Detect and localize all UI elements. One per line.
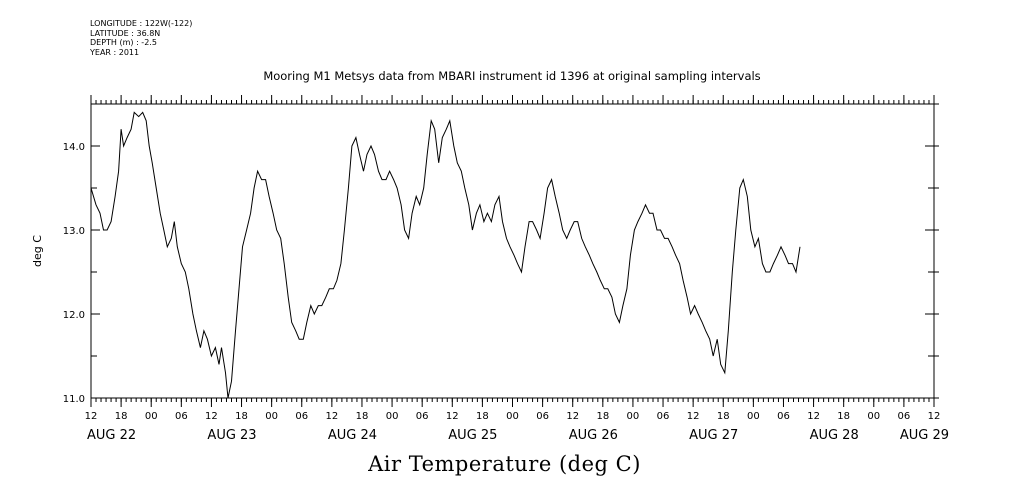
x-tick-label: 06 (898, 411, 911, 422)
y-axis: 11.0 12.0 13.0 14.0 (63, 103, 939, 405)
metadata-block: LONGITUDE : 122W(-122) LATITUDE : 36.8N … (90, 19, 192, 57)
depth-text: DEPTH (m) : -2.5 (90, 38, 157, 47)
latitude-text: LATITUDE : 36.8N (90, 28, 161, 38)
x-tick-label: 12 (687, 411, 700, 422)
date-labels: AUG 22 AUG 23 AUG 24 AUG 25 AUG 26 AUG 27 AUG … (87, 428, 949, 443)
y-tick-label: 13.0 (63, 226, 85, 237)
x-tick-label: 00 (386, 411, 399, 422)
y-tick-label: 11.0 (63, 394, 85, 405)
x-tick-label: 12 (928, 411, 941, 422)
x-tick-label: 18 (717, 411, 730, 422)
y-tick-label: 12.0 (63, 310, 85, 321)
date-label: AUG 26 (569, 428, 618, 443)
x-tick-label: 00 (627, 411, 640, 422)
date-label: AUG 27 (689, 428, 738, 443)
y-tick-label: 14.0 (63, 142, 85, 153)
x-tick-label: 12 (566, 411, 579, 422)
x-tick-label: 12 (85, 411, 98, 422)
x-tick-label: 06 (295, 411, 308, 422)
x-tick-label: 12 (205, 411, 218, 422)
date-label: AUG 22 (87, 428, 136, 443)
date-label: AUG 29 (900, 428, 949, 443)
x-axis: 12 18 00 06 12 18 00 06 12 18 00 06 12 18 00 06 12 18 00 06… (85, 95, 941, 422)
temperature-series-line (90, 111, 801, 399)
y-axis-label: deg C (31, 235, 44, 267)
x-tick-label: 18 (476, 411, 489, 422)
x-tick-label: 18 (356, 411, 369, 422)
x-tick-label: 06 (536, 411, 549, 422)
x-tick-label: 06 (175, 411, 188, 422)
x-tick-label: 06 (416, 411, 429, 422)
x-tick-label: 00 (747, 411, 760, 422)
x-tick-label: 12 (446, 411, 459, 422)
date-label: AUG 25 (448, 428, 497, 443)
date-label: AUG 23 (207, 428, 256, 443)
x-tick-label: 06 (657, 411, 670, 422)
longitude-text: LONGITUDE : 122W(-122) (90, 19, 193, 28)
x-tick-label: 18 (837, 411, 850, 422)
x-tick-label: 00 (265, 411, 278, 422)
year-text: YEAR : 2011 (90, 47, 140, 57)
date-label: AUG 24 (328, 428, 377, 443)
x-tick-label: 00 (867, 411, 880, 422)
x-tick-label: 12 (325, 411, 338, 422)
x-tick-label: 18 (596, 411, 609, 422)
x-tick-label: 12 (807, 411, 820, 422)
x-tick-label: 18 (115, 411, 128, 422)
x-axis-title: Air Temperature (deg C) (368, 452, 641, 476)
x-tick-label: 00 (145, 411, 158, 422)
date-label: AUG 28 (810, 428, 859, 443)
x-tick-label: 06 (777, 411, 790, 422)
x-tick-label: 00 (506, 411, 519, 422)
x-tick-label: 18 (235, 411, 248, 422)
chart-title: Mooring M1 Metsys data from MBARI instru… (263, 69, 760, 83)
